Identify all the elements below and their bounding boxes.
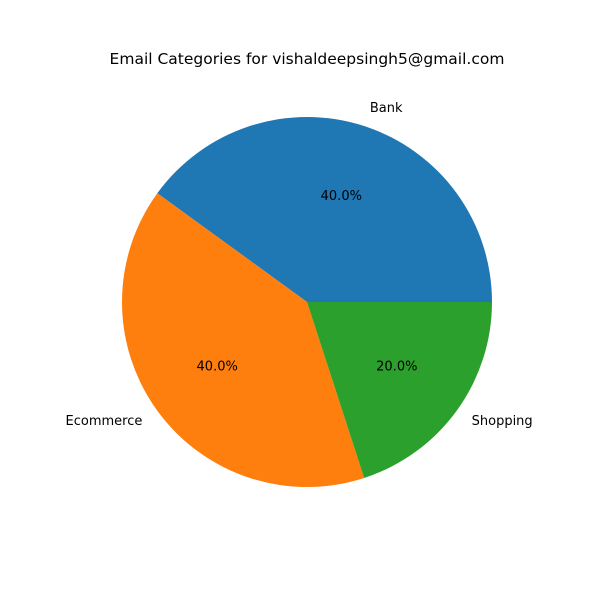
pie-slice-bank — [157, 117, 493, 302]
pie-slice-ecommerce — [121, 193, 365, 488]
pie-labels: Bank 40.0% Ecommerce 40.0% Shopping 20.0% — [66, 101, 533, 429]
slice-label-ecommerce: Ecommerce — [66, 414, 143, 429]
slice-percent-bank: 40.0% — [321, 189, 362, 204]
slice-percent-shopping: 20.0% — [376, 360, 417, 375]
slice-percent-ecommerce: 40.0% — [197, 360, 238, 375]
chart-title: Email Categories for vishaldeepsingh5@gm… — [110, 50, 505, 68]
pie-slices — [121, 117, 493, 488]
pie-slice-shopping — [307, 302, 492, 478]
slice-label-shopping: Shopping — [472, 414, 533, 429]
slice-label-bank: Bank — [370, 101, 403, 116]
